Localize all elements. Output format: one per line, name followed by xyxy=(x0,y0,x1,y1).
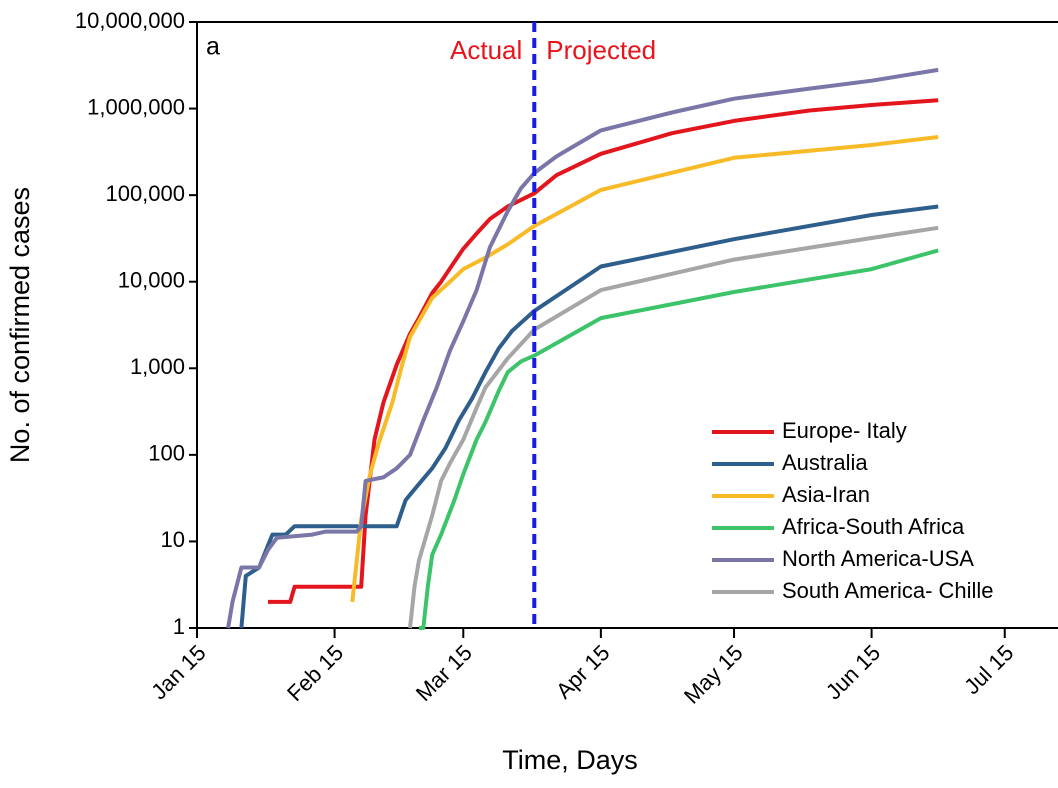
x-tick-label: Mar 15 xyxy=(411,640,477,706)
y-tick-label: 10 xyxy=(161,527,185,552)
y-tick-label: 10,000 xyxy=(118,268,185,293)
legend-label: Europe- Italy xyxy=(782,418,907,443)
legend-label: South America- Chille xyxy=(782,578,994,603)
series-line xyxy=(350,135,939,603)
legend-label: Asia-Iran xyxy=(782,482,870,507)
y-tick-label: 1,000,000 xyxy=(87,94,185,119)
y-tick-label: 100,000 xyxy=(105,181,185,206)
x-tick-label: Apr 15 xyxy=(551,640,615,704)
x-tick-label: Feb 15 xyxy=(282,640,348,706)
x-tick-label: Jan 15 xyxy=(146,640,210,704)
y-tick-label: 10,000,000 xyxy=(75,8,185,33)
x-axis-label: Time, Days xyxy=(502,745,638,775)
legend-label: Africa-South Africa xyxy=(782,514,965,539)
legend-label: Australia xyxy=(782,450,868,475)
annotation-actual: Actual xyxy=(450,35,522,65)
x-tick-label: Jun 15 xyxy=(821,640,885,704)
y-tick-label: 100 xyxy=(148,441,185,466)
y-tick-label: 1,000 xyxy=(130,354,185,379)
series-line xyxy=(418,248,939,630)
y-tick-label: 1 xyxy=(173,614,185,639)
series-line xyxy=(226,67,939,629)
series-line xyxy=(268,98,939,604)
series-line xyxy=(239,204,939,629)
annotation-projected: Projected xyxy=(546,35,656,65)
x-tick-label: Jul 15 xyxy=(959,640,1018,699)
legend-label: North America-USA xyxy=(782,546,974,571)
x-tick-label: May 15 xyxy=(679,640,748,709)
panel-label: a xyxy=(206,33,220,61)
series-line xyxy=(408,225,939,629)
y-axis-label: No. of confirmed cases xyxy=(5,187,35,463)
